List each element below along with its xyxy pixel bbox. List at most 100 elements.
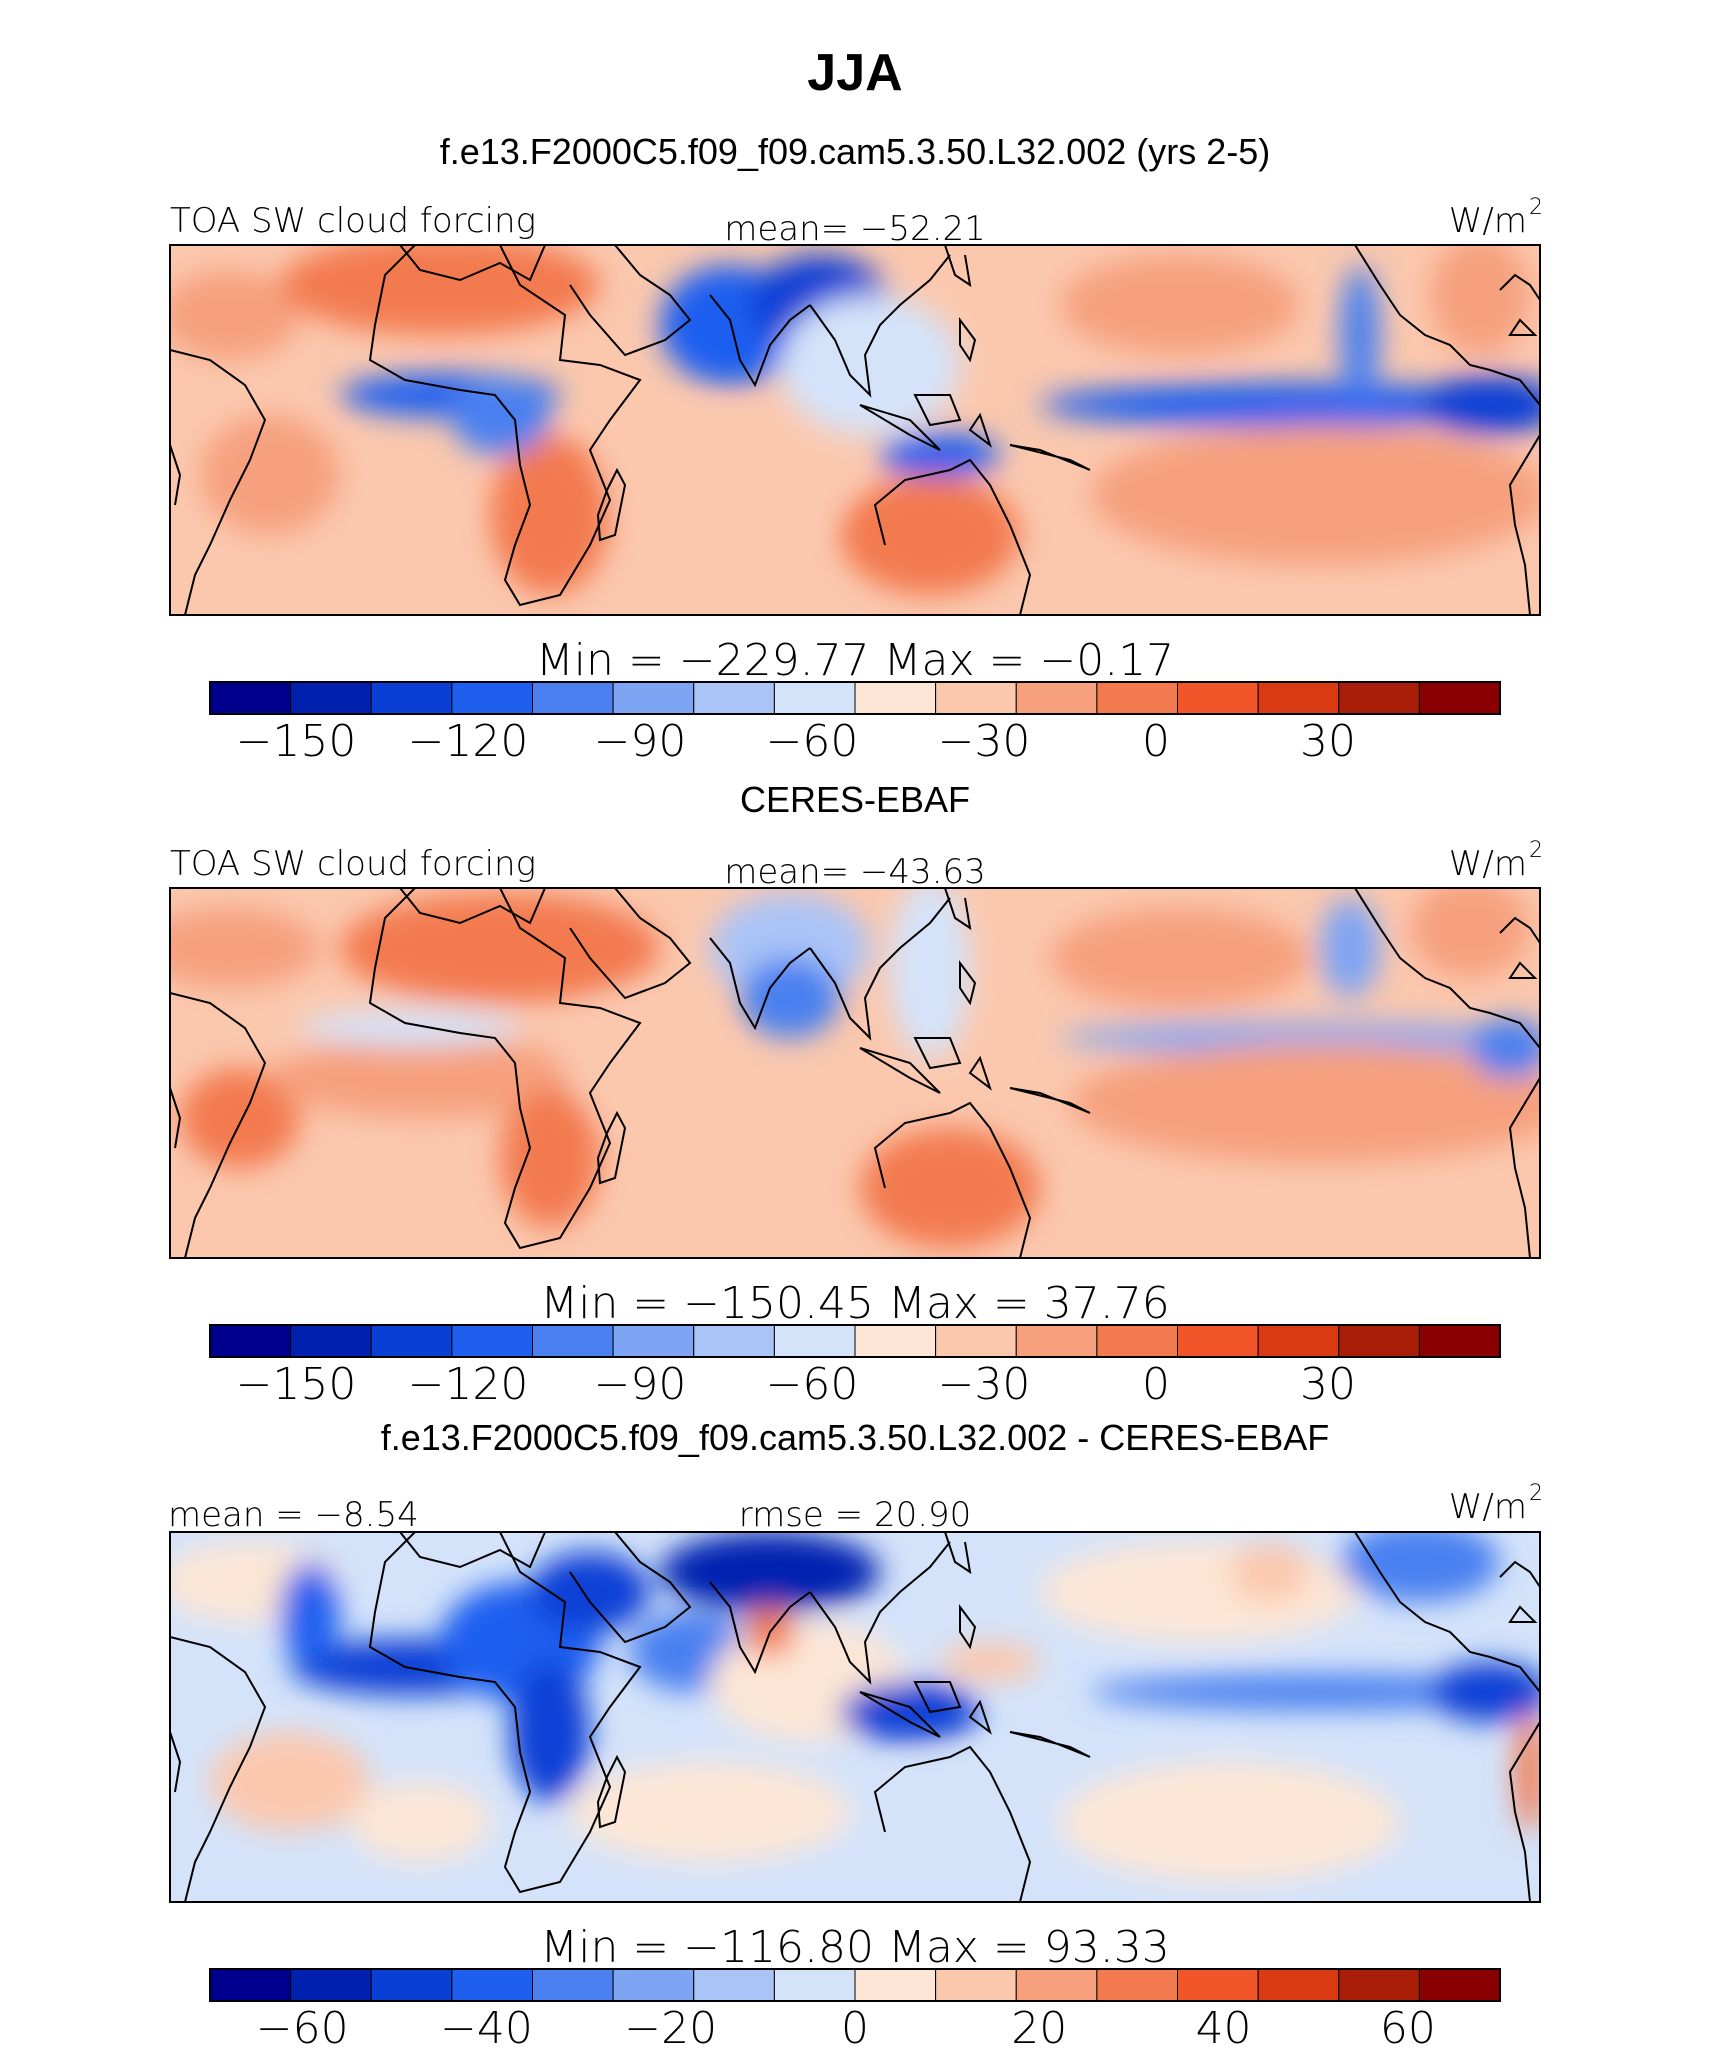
colorbar-box bbox=[290, 681, 372, 715]
colorbar-box bbox=[1338, 1324, 1420, 1358]
panel-model-variable-label: TOA SW cloud forcing bbox=[170, 201, 536, 241]
colorbar-box bbox=[1096, 1324, 1178, 1358]
colorbar-box bbox=[693, 1968, 775, 2002]
panel-model-units-label: W/m bbox=[1449, 201, 1527, 241]
colorbar-box bbox=[854, 681, 937, 715]
colorbar-box bbox=[935, 1324, 1017, 1358]
colorbar-frame bbox=[209, 1968, 1501, 2002]
panel-obs-subtitle: CERES-EBAF bbox=[740, 779, 970, 820]
panel-obs-units-label: W/m bbox=[1449, 844, 1527, 884]
colorbar-box bbox=[693, 681, 775, 715]
colorbar-box bbox=[935, 1968, 1017, 2002]
colorbar-tick-label: 20 bbox=[1011, 2003, 1067, 2048]
colorbar-tick-label: 0 bbox=[841, 2003, 869, 2048]
colorbar-tick-label: −150 bbox=[236, 716, 357, 767]
colorbar-tick-label: 30 bbox=[1300, 716, 1356, 767]
colorbar-tick-label: −40 bbox=[440, 2003, 533, 2048]
colorbar-box bbox=[532, 681, 614, 715]
colorbar-box bbox=[451, 681, 533, 715]
panel-model-subtitle: f.e13.F2000C5.f09_f09.cam5.3.50.L32.002 … bbox=[440, 131, 1271, 172]
panel-obs-colorbar: −150 −120 −90 −60 −30 0 30 bbox=[209, 1324, 1501, 1410]
panel-obs-stats: Min = −150.45 Max = 37.76 bbox=[540, 1278, 1170, 1329]
panel-diff-subtitle: f.e13.F2000C5.f09_f09.cam5.3.50.L32.002 … bbox=[381, 1417, 1330, 1458]
colorbar-box bbox=[1015, 1324, 1098, 1358]
colorbar-tick-label: 0 bbox=[1142, 716, 1170, 767]
colorbar-box bbox=[1338, 681, 1420, 715]
panel-diff-rmse-label: rmse = 20.90 bbox=[739, 1495, 972, 1535]
colorbar-box bbox=[612, 1324, 695, 1358]
colorbar-tick-label: 30 bbox=[1300, 1359, 1356, 1410]
colorbar-box bbox=[1257, 1968, 1340, 2002]
colorbar-box bbox=[1177, 1324, 1259, 1358]
colorbar-box bbox=[1257, 1324, 1340, 1358]
colorbar-tick-label: 40 bbox=[1196, 2003, 1252, 2048]
panel-obs-variable-label: TOA SW cloud forcing bbox=[170, 844, 536, 884]
colorbar-tick-label: −90 bbox=[594, 1359, 687, 1410]
colorbar-box bbox=[1177, 1968, 1259, 2002]
panel-diff-units-sup: 2 bbox=[1529, 1481, 1543, 1506]
colorbar-frame bbox=[209, 1324, 1501, 1358]
panel-diff: f.e13.F2000C5.f09_f09.cam5.3.50.L32.002 … bbox=[168, 1417, 1543, 2048]
colorbar-box bbox=[773, 1324, 856, 1358]
colorbar-box bbox=[693, 1324, 775, 1358]
panel-diff-stats: Min = −116.80 Max = 93.33 bbox=[540, 1922, 1170, 1973]
colorbar-tick-label: 60 bbox=[1380, 2003, 1436, 2048]
panel-model-units-sup: 2 bbox=[1529, 195, 1543, 220]
panel-obs-map-frame bbox=[169, 887, 1541, 1259]
colorbar-box bbox=[290, 1968, 372, 2002]
figure-title: JJA bbox=[807, 44, 902, 102]
colorbar-tick-label: −150 bbox=[236, 1359, 357, 1410]
colorbar-box bbox=[612, 1968, 695, 2002]
panel-model-map bbox=[170, 245, 1540, 615]
colorbar-box bbox=[209, 681, 292, 715]
panel-diff-map-frame bbox=[169, 1531, 1541, 1903]
colorbar-box bbox=[773, 1968, 856, 2002]
colorbar-box bbox=[209, 1968, 292, 2002]
panel-diff-colorbar: −60 −40 −20 0 20 40 60 bbox=[209, 1968, 1501, 2048]
colorbar-tick-label: −20 bbox=[624, 2003, 717, 2048]
colorbar-tick-label: −30 bbox=[938, 716, 1031, 767]
panel-model-map-frame bbox=[169, 244, 1541, 616]
colorbar-box bbox=[532, 1968, 614, 2002]
colorbar-box bbox=[1015, 1968, 1098, 2002]
colorbar-box bbox=[1177, 681, 1259, 715]
colorbar-tick-label: −60 bbox=[766, 1359, 859, 1410]
colorbar-frame bbox=[209, 681, 1501, 715]
colorbar-box bbox=[451, 1968, 533, 2002]
panel-model-stats: Min = −229.77 Max = −0.17 bbox=[536, 635, 1174, 686]
colorbar-box bbox=[290, 1324, 372, 1358]
colorbar-box bbox=[854, 1324, 937, 1358]
panel-diff-units-label: W/m bbox=[1449, 1487, 1527, 1527]
colorbar-box bbox=[1418, 1968, 1501, 2002]
panel-model: f.e13.F2000C5.f09_f09.cam5.3.50.L32.002 … bbox=[169, 131, 1543, 767]
colorbar-box bbox=[935, 681, 1017, 715]
panel-obs-units-sup: 2 bbox=[1529, 838, 1543, 863]
colorbar-box bbox=[370, 681, 453, 715]
panel-obs-mean-label: mean= −43.63 bbox=[724, 852, 986, 892]
colorbar-box bbox=[1096, 1968, 1178, 2002]
colorbar-box bbox=[1257, 681, 1340, 715]
panel-obs-map bbox=[170, 888, 1540, 1258]
colorbar-box bbox=[1338, 1968, 1420, 2002]
colorbar-tick-label: −60 bbox=[766, 716, 859, 767]
colorbar-tick-label: −120 bbox=[408, 1359, 529, 1410]
colorbar-tick-label: −120 bbox=[408, 716, 529, 767]
colorbar-tick-label: −30 bbox=[938, 1359, 1031, 1410]
colorbar-box bbox=[370, 1324, 453, 1358]
colorbar-box bbox=[612, 681, 695, 715]
panel-diff-map bbox=[170, 1532, 1540, 1902]
panel-model-mean-label: mean= −52.21 bbox=[724, 209, 986, 249]
colorbar-tick-label: −90 bbox=[594, 716, 687, 767]
colorbar-box bbox=[451, 1324, 533, 1358]
colorbar-box bbox=[370, 1968, 453, 2002]
panel-obs: CERES-EBAF TOA SW cloud forcing mean= −4… bbox=[169, 779, 1543, 1410]
colorbar-box bbox=[1418, 1324, 1501, 1358]
colorbar-box bbox=[1418, 681, 1501, 715]
colorbar-tick-label: −60 bbox=[256, 2003, 349, 2048]
colorbar-box bbox=[854, 1968, 937, 2002]
panel-diff-mean-label: mean = −8.54 bbox=[168, 1495, 419, 1535]
colorbar-tick-label: 0 bbox=[1142, 1359, 1170, 1410]
colorbar-box bbox=[1015, 681, 1098, 715]
colorbar-box bbox=[532, 1324, 614, 1358]
